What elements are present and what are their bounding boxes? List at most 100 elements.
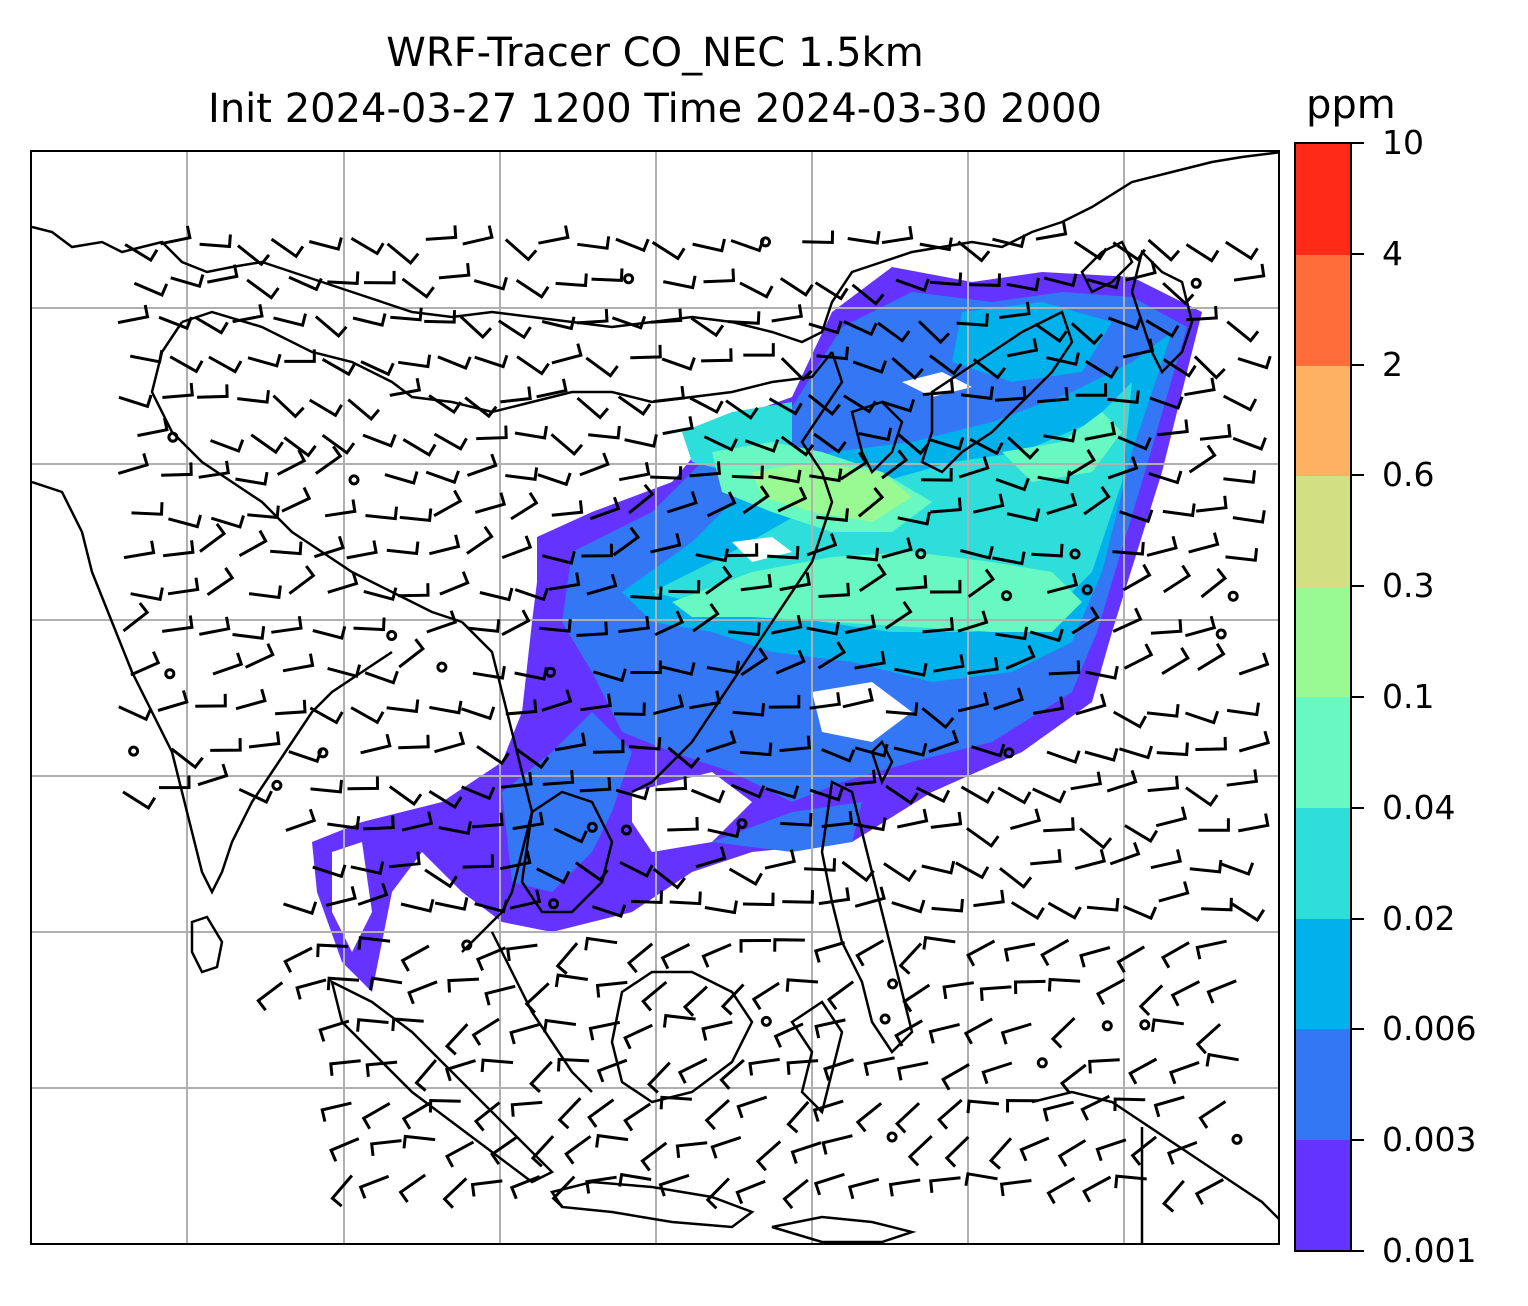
- wind-barb: [554, 973, 589, 988]
- wind-barb: [854, 886, 886, 908]
- wind-barb: [922, 617, 955, 634]
- wind-barb: [329, 1059, 361, 1076]
- wind-barb: [576, 396, 610, 420]
- wind-barb: [847, 1177, 880, 1200]
- wind-barb: [888, 1178, 921, 1197]
- coastline-segment: [181, 310, 833, 414]
- coastline-segment: [610, 970, 754, 1104]
- calm-wind-marker: [386, 630, 398, 641]
- wind-barb: [248, 731, 281, 749]
- wind-barb: [320, 1101, 352, 1122]
- wind-barb: [308, 398, 343, 418]
- wind-barb: [813, 432, 847, 454]
- wind-barb: [327, 571, 359, 594]
- wind-barb: [1112, 607, 1143, 633]
- wind-barb: [881, 537, 913, 559]
- wind-barb: [775, 649, 806, 675]
- wind-barb: [484, 984, 516, 1006]
- wind-barb: [675, 1141, 708, 1159]
- wind-barb: [591, 268, 624, 282]
- wind-barb: [895, 278, 930, 293]
- wind-barb: [966, 1099, 1000, 1114]
- wind-barb: [461, 706, 496, 721]
- wind-barb: [122, 790, 157, 810]
- wind-barb: [596, 1058, 628, 1083]
- calm-wind-marker: [1231, 1133, 1243, 1145]
- wind-barb: [744, 439, 780, 453]
- wind-barb: [969, 273, 1001, 287]
- wind-barb: [994, 386, 1027, 402]
- wind-barb: [197, 763, 229, 787]
- map-panel[interactable]: [30, 150, 1280, 1245]
- wind-barb: [1059, 1063, 1087, 1094]
- wind-barb: [659, 1095, 692, 1110]
- wind-barb: [885, 702, 919, 716]
- wind-barb: [480, 1058, 514, 1073]
- wind-barb: [1074, 849, 1107, 871]
- wind-barb: [1158, 881, 1190, 903]
- wind-barb: [555, 942, 579, 975]
- wind-barb: [130, 587, 164, 602]
- wind-barb: [969, 437, 1004, 456]
- wind-barb: [855, 939, 885, 967]
- wind-barb: [363, 587, 398, 602]
- wind-barb: [992, 551, 1026, 566]
- wind-barb: [466, 525, 494, 555]
- wind-barb: [238, 787, 273, 804]
- calm-wind-marker: [271, 779, 283, 791]
- wind-barb: [1088, 1058, 1120, 1074]
- wind-barb: [363, 815, 395, 831]
- wind-barb: [1079, 946, 1111, 968]
- wind-barb: [1043, 428, 1077, 443]
- wind-barb: [1083, 486, 1111, 516]
- wind-barb: [169, 355, 204, 374]
- wind-barb: [391, 1017, 424, 1032]
- wind-barb: [707, 824, 742, 839]
- wind-barb: [248, 585, 282, 600]
- wind-barb: [117, 304, 150, 325]
- wind-barb: [630, 344, 662, 360]
- wind-barb: [650, 308, 683, 324]
- wind-barb: [438, 262, 471, 280]
- wind-barb: [663, 275, 697, 290]
- wind-barb: [966, 827, 1000, 848]
- wind-barb: [576, 621, 609, 637]
- calm-wind-marker: [760, 1015, 772, 1027]
- wind-barb: [357, 882, 389, 906]
- wind-barb: [841, 860, 875, 883]
- wind-barb: [206, 567, 235, 596]
- wind-barb: [353, 617, 386, 632]
- wind-barb: [1185, 243, 1220, 263]
- wind-barb: [1195, 939, 1227, 960]
- wind-barb: [667, 817, 699, 832]
- wind-barb: [497, 319, 532, 340]
- wind-barb: [475, 946, 507, 971]
- wind-barb: [646, 1061, 671, 1094]
- wind-barb: [967, 568, 996, 598]
- wind-barb: [667, 746, 701, 770]
- wind-barb: [1186, 305, 1218, 322]
- wind-barb: [361, 1102, 391, 1130]
- wind-barb: [472, 665, 506, 680]
- wind-barb: [973, 889, 1005, 908]
- calm-wind-marker: [317, 747, 329, 759]
- wind-barb: [347, 398, 381, 422]
- wind-barb: [1003, 942, 1036, 962]
- wind-barb: [1205, 1052, 1239, 1067]
- wind-barb: [891, 356, 924, 381]
- wind-barb: [957, 691, 990, 713]
- wind-barb: [447, 977, 479, 993]
- coastline-segment: [820, 780, 914, 1054]
- wind-barb: [817, 641, 847, 670]
- wind-barb: [312, 864, 347, 879]
- wind-barb: [844, 769, 877, 787]
- wind-barb: [960, 386, 994, 401]
- wind-barb: [587, 1098, 615, 1128]
- wind-barb: [957, 240, 991, 263]
- wind-barb: [577, 308, 609, 325]
- wind-barb: [743, 343, 775, 357]
- wind-barb: [247, 505, 280, 520]
- wind-barb: [1130, 1135, 1158, 1166]
- wind-barb: [595, 1133, 629, 1148]
- wind-barb: [1184, 710, 1220, 725]
